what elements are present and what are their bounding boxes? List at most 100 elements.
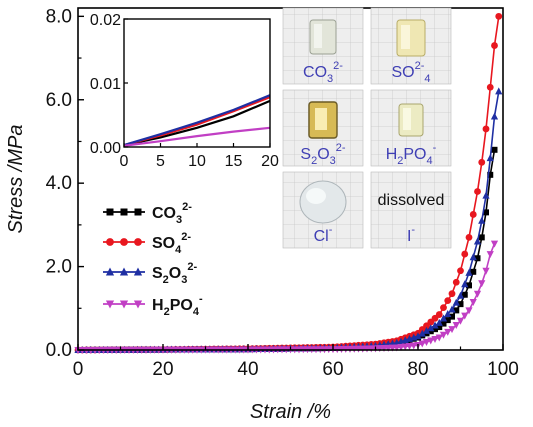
inset-y-tick-label: 0.01 (90, 76, 121, 93)
data-point (439, 314, 448, 322)
legend-item: S2O32- (103, 261, 197, 286)
y-axis-label: Stress /MPa (5, 125, 27, 234)
y-tick-label: 0.0 (46, 340, 72, 361)
data-point (478, 158, 486, 166)
data-point (427, 328, 434, 335)
photo-label: Cl- (314, 224, 333, 245)
data-point (486, 83, 494, 91)
photo-panel: S2O32- (282, 89, 364, 167)
data-point (444, 297, 452, 305)
data-point (478, 234, 485, 241)
data-point (486, 251, 494, 259)
inset-chart: 0 5 10 15 20 0.00 0.01 0.02 (90, 12, 279, 170)
data-point (422, 338, 431, 346)
x-tick-label: 100 (487, 359, 519, 380)
gel-sample (309, 19, 337, 55)
inset-series-CO32- (123, 99, 271, 147)
data-point (449, 313, 455, 320)
data-point (448, 305, 456, 313)
data-point (465, 268, 473, 276)
data-point (452, 321, 460, 329)
data-point (440, 304, 447, 311)
data-point (435, 318, 443, 326)
inset-y-tick-label: 0.02 (90, 12, 121, 29)
y-tick-label: 4.0 (46, 173, 72, 194)
data-point (456, 291, 465, 299)
data-point (461, 280, 469, 288)
data-point (453, 307, 460, 314)
data-point (473, 290, 482, 298)
data-point (478, 216, 486, 224)
data-point (448, 326, 456, 334)
photo-background (370, 171, 452, 249)
data-point (469, 211, 477, 218)
legend-marker (105, 300, 115, 309)
gel-highlight (403, 108, 411, 130)
data-point (401, 343, 409, 351)
legend-marker (106, 208, 114, 216)
inset-x-tick-label: 5 (156, 153, 165, 170)
gel-highlight (306, 188, 326, 204)
data-point (465, 307, 473, 315)
data-point (495, 12, 503, 20)
inset-y-tick-label: 0.00 (90, 140, 121, 157)
inset-x-tick-label: 0 (120, 153, 129, 170)
photo-label: H2PO4- (386, 142, 437, 167)
data-point (483, 209, 489, 216)
data-point (466, 282, 472, 289)
data-point (444, 309, 452, 317)
data-point (444, 328, 452, 336)
data-point (473, 237, 482, 245)
legend-marker (119, 300, 129, 309)
data-point (393, 344, 401, 352)
data-point (452, 278, 460, 286)
legend-marker (134, 208, 142, 216)
data-point (482, 267, 490, 275)
inset-x-tick-label: 20 (261, 153, 279, 170)
legend-label: S2O32- (152, 261, 197, 286)
inset-series-S2O32- (123, 94, 271, 147)
data-point (410, 342, 418, 350)
sample-photos: CO32- SO2-4 S2O32- H2PO4- Cl-dissolved I- (282, 7, 452, 249)
data-point (469, 253, 477, 261)
inset-x-tick-label: 10 (188, 153, 206, 170)
data-point (435, 334, 443, 342)
data-point (452, 298, 460, 306)
data-point (482, 191, 490, 199)
data-point (478, 280, 486, 288)
gel-highlight (315, 108, 327, 130)
legend-marker (133, 267, 143, 276)
photo-label: I- (407, 224, 415, 245)
photo-label: S2O32- (300, 142, 345, 167)
photo-panel: SO2-4 (370, 7, 452, 85)
legend-marker (120, 208, 128, 216)
data-point (457, 301, 464, 308)
data-point (474, 188, 481, 195)
data-point (490, 240, 499, 248)
data-point (444, 317, 451, 324)
legend-item: CO32- (103, 201, 192, 226)
data-point (418, 340, 426, 348)
y-tick-label: 2.0 (46, 257, 72, 278)
data-point (487, 171, 494, 178)
legend-marker (105, 267, 115, 276)
photo-panel: Cl- (282, 171, 364, 249)
x-tick-label: 40 (237, 359, 258, 380)
data-point (422, 326, 431, 334)
data-point (418, 329, 426, 337)
data-point (431, 335, 439, 343)
data-point (491, 146, 498, 153)
photo-panel: dissolved I- (370, 171, 452, 249)
legend-marker (120, 238, 128, 246)
data-point (490, 112, 499, 120)
gel-highlight (314, 24, 322, 48)
data-point (440, 320, 447, 327)
data-point (469, 299, 477, 307)
legend-marker (106, 238, 114, 246)
data-point (431, 321, 439, 329)
legend-item: SO42- (103, 231, 191, 256)
y-tick-label: 8.0 (46, 6, 72, 27)
legend: CO32- SO42- S2O32- H2PO4- (103, 201, 203, 318)
data-point (456, 317, 465, 325)
